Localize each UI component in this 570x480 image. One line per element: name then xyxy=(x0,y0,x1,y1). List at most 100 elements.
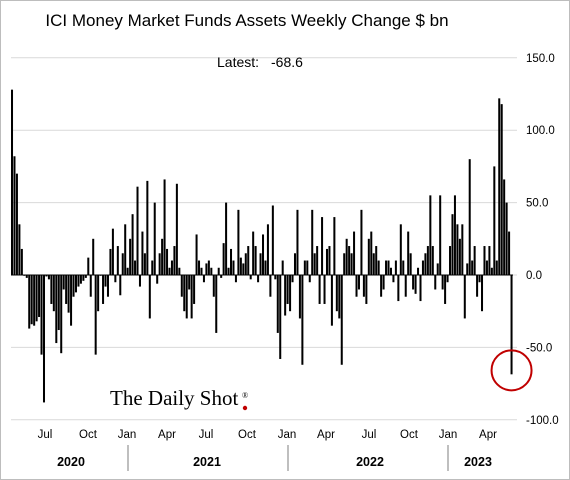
bar xyxy=(429,195,432,275)
bar xyxy=(365,275,368,304)
x-month-label: Oct xyxy=(400,429,419,441)
bar xyxy=(114,275,117,283)
bar xyxy=(74,275,77,293)
bar xyxy=(183,275,186,312)
bar xyxy=(392,275,395,283)
bar xyxy=(325,248,328,275)
bar xyxy=(175,183,178,275)
bar xyxy=(15,173,18,275)
bar xyxy=(262,234,265,275)
bar xyxy=(134,260,137,275)
bar xyxy=(198,260,201,275)
bar xyxy=(269,275,272,297)
bar xyxy=(313,253,316,275)
bar xyxy=(414,275,417,294)
bar xyxy=(316,246,319,275)
bar xyxy=(153,202,156,275)
bar xyxy=(284,275,287,316)
bar xyxy=(30,275,33,325)
bar xyxy=(156,275,159,284)
bar xyxy=(387,260,390,275)
bar xyxy=(426,246,429,275)
bar xyxy=(449,246,452,275)
bar xyxy=(471,260,474,275)
bar xyxy=(321,217,324,275)
x-month-label: Jan xyxy=(118,429,137,441)
bar xyxy=(495,260,498,275)
bar xyxy=(488,246,491,275)
bar xyxy=(276,275,279,333)
bar xyxy=(311,209,314,275)
bar xyxy=(431,246,434,275)
bar xyxy=(188,275,191,290)
bar xyxy=(498,98,501,276)
bar xyxy=(407,231,410,275)
bar xyxy=(124,224,127,275)
bar xyxy=(353,231,356,275)
bar xyxy=(67,275,70,313)
bar xyxy=(476,275,479,297)
bar xyxy=(79,275,82,284)
bar xyxy=(286,275,289,304)
bar xyxy=(298,275,301,319)
bar xyxy=(109,248,112,275)
bar xyxy=(380,275,383,297)
bar xyxy=(367,238,370,275)
svg-text:The Daily Shot: The Daily Shot xyxy=(110,386,238,410)
bar xyxy=(102,275,105,304)
bar xyxy=(456,224,459,275)
bar xyxy=(257,275,260,283)
latest-highlight-circle xyxy=(490,349,533,392)
bar xyxy=(227,267,230,275)
bar xyxy=(40,275,43,355)
bar xyxy=(508,231,511,275)
bar xyxy=(151,260,154,275)
bar xyxy=(131,214,134,275)
x-month-label: Apr xyxy=(479,429,497,441)
x-year-label: 2021 xyxy=(193,455,221,469)
bar xyxy=(490,267,493,275)
bar xyxy=(252,231,255,275)
bar xyxy=(119,275,122,296)
bar xyxy=(308,275,311,283)
bar xyxy=(303,260,306,275)
y-tick-label: 150.0 xyxy=(526,53,555,65)
latest-label: Latest: xyxy=(217,54,259,70)
bar xyxy=(170,260,173,275)
bar xyxy=(274,275,277,280)
bar xyxy=(92,238,95,275)
bar xyxy=(340,275,343,365)
bar xyxy=(202,275,205,283)
bar xyxy=(461,224,464,275)
bar xyxy=(436,263,439,275)
x-axis: Jul Oct Jan Apr Jul Oct Jan Apr Jul Oct Jan Apr 2020… xyxy=(38,429,497,471)
svg-text:®: ® xyxy=(242,391,248,400)
bar xyxy=(468,159,471,275)
bar xyxy=(106,275,109,297)
bar xyxy=(77,275,80,287)
bar xyxy=(478,275,481,283)
x-month-label: Jan xyxy=(278,429,297,441)
bar xyxy=(178,267,181,275)
bar xyxy=(323,275,326,304)
bar xyxy=(419,275,422,302)
bar xyxy=(25,275,28,278)
bar xyxy=(45,275,48,277)
bar xyxy=(343,253,346,275)
daily-shot-logo: The Daily Shot ® xyxy=(110,386,248,411)
x-year-label: 2023 xyxy=(464,455,492,469)
x-month-label: Apr xyxy=(317,429,335,441)
bar xyxy=(485,260,488,275)
bar xyxy=(190,275,193,319)
bar xyxy=(446,275,449,283)
bar xyxy=(397,275,400,302)
bar xyxy=(439,195,442,275)
bar xyxy=(271,205,274,275)
x-month-label: Jul xyxy=(362,429,377,441)
bar xyxy=(377,260,380,275)
bar xyxy=(99,275,102,276)
bar xyxy=(94,275,97,355)
bar xyxy=(409,253,412,275)
bar xyxy=(126,267,129,275)
